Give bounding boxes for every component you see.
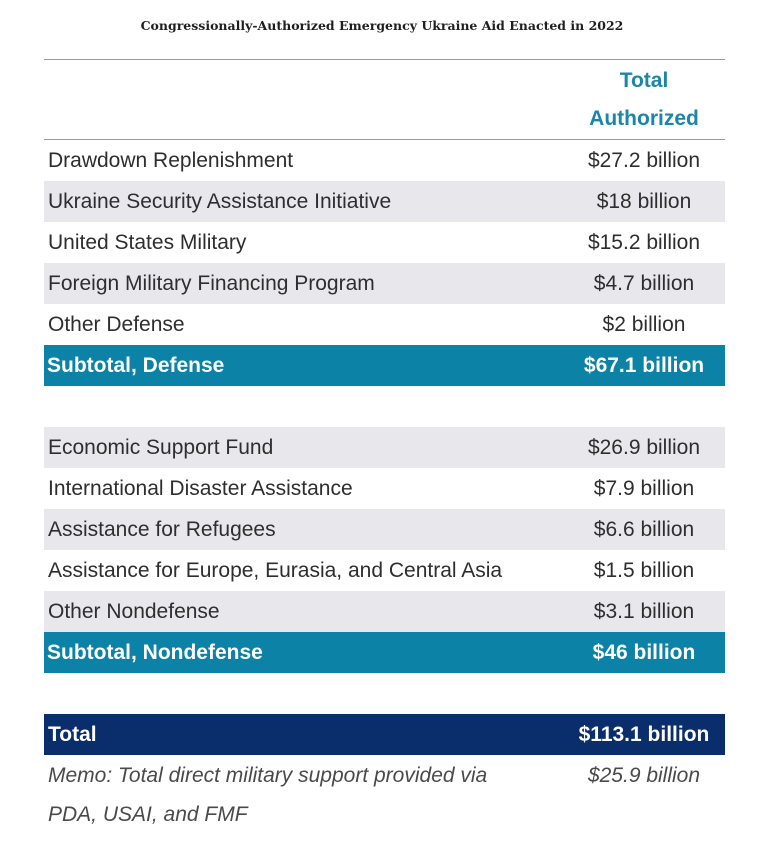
row-label: Subtotal, Nondefense — [47, 640, 263, 664]
row-label: United States Military — [48, 230, 247, 254]
table-row-subtotal-nondefense: Subtotal, Nondefense $46 billion — [44, 632, 725, 673]
table-row-subtotal-defense: Subtotal, Defense $67.1 billion — [44, 345, 725, 386]
row-label: Drawdown Replenishment — [48, 148, 294, 172]
row-value: $18 billion — [596, 189, 692, 213]
column-header-line-1: Total — [619, 69, 669, 92]
section-spacer — [44, 673, 725, 714]
table-row-us-military: United States Military $15.2 billion — [44, 222, 725, 263]
row-value: $26.9 billion — [587, 435, 701, 459]
table-top-rule — [44, 59, 725, 60]
row-label: Total — [48, 722, 97, 746]
table-row-refugees: Assistance for Refugees $6.6 billion — [44, 509, 725, 550]
section-spacer — [44, 386, 725, 427]
row-value: $4.7 billion — [593, 271, 695, 295]
table-row-other-defense: Other Defense $2 billion — [44, 304, 725, 345]
row-value: $15.2 billion — [587, 230, 701, 254]
row-label: International Disaster Assistance — [48, 476, 353, 500]
row-label: Ukraine Security Assistance Initiative — [48, 189, 392, 213]
row-value: $27.2 billion — [587, 148, 701, 172]
table-row-europe-eurasia: Assistance for Europe, Eurasia, and Cent… — [44, 550, 725, 591]
table-row-esf: Economic Support Fund $26.9 billion — [44, 427, 725, 468]
row-label: Assistance for Refugees — [48, 517, 276, 541]
row-label: Other Defense — [48, 312, 185, 336]
row-label: Subtotal, Defense — [47, 353, 225, 377]
row-value: $2 billion — [602, 312, 686, 336]
column-header-line-2: Authorized — [589, 107, 699, 130]
row-value: $113.1 billion — [578, 722, 710, 746]
row-value: $6.6 billion — [593, 517, 695, 541]
memo-label-line-2: PDA, USAI, and FMF — [48, 803, 248, 826]
row-value: $46 billion — [592, 640, 696, 664]
row-label: Other Nondefense — [48, 599, 220, 623]
table-row-ida: International Disaster Assistance $7.9 b… — [44, 468, 725, 509]
row-label: Foreign Military Financing Program — [48, 271, 375, 295]
row-value: $1.5 billion — [593, 558, 695, 582]
table-row-total: Total $113.1 billion — [44, 714, 725, 755]
row-label: Economic Support Fund — [48, 435, 274, 459]
table-title: Congressionally-Authorized Emergency Ukr… — [140, 18, 624, 33]
row-label: Assistance for Europe, Eurasia, and Cent… — [48, 558, 503, 582]
memo-value: $25.9 billion — [587, 764, 701, 787]
table-row-drawdown-replenishment: Drawdown Replenishment $27.2 billion — [44, 140, 725, 181]
memo-label: Memo: Total direct military support prov… — [44, 755, 563, 834]
table-row-other-nondefense: Other Nondefense $3.1 billion — [44, 591, 725, 632]
row-value: $7.9 billion — [593, 476, 695, 500]
table-row-memo: Memo: Total direct military support prov… — [44, 755, 725, 834]
memo-label-line-1: Memo: Total direct military support prov… — [48, 764, 488, 787]
table-row-usai: Ukraine Security Assistance Initiative $… — [44, 181, 725, 222]
table-row-fmf: Foreign Military Financing Program $4.7 … — [44, 263, 725, 304]
row-value: $67.1 billion — [583, 353, 705, 377]
row-value: $3.1 billion — [593, 599, 695, 623]
table-header: Total Authorized — [44, 60, 725, 140]
aid-table: Total Authorized Drawdown Replenishment … — [44, 59, 725, 834]
